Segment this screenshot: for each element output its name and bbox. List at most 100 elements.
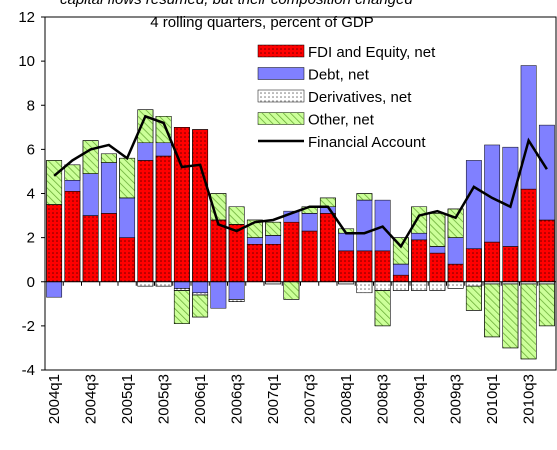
bar-pattern (538, 219, 555, 283)
bar-pattern (465, 285, 482, 311)
bar (520, 188, 537, 282)
chart-title: capital flows resumed, but their composi… (60, 0, 413, 8)
bar-pattern (173, 127, 190, 282)
bar-pattern (484, 241, 501, 283)
bar-pattern (429, 281, 446, 291)
bar-pattern (155, 281, 172, 287)
bar-pattern (520, 283, 537, 360)
bar-pattern (64, 164, 81, 181)
bar-pattern (100, 213, 117, 282)
bar-fill (265, 235, 282, 245)
legend-swatch-pattern (258, 90, 304, 102)
bar (447, 281, 464, 289)
bar-fill (502, 146, 519, 247)
y-tick-label: 8 (27, 97, 35, 114)
bar-fill (520, 65, 537, 190)
bar (137, 142, 154, 161)
bar (392, 281, 409, 291)
legend-label: Other, net (308, 112, 375, 129)
x-tick-label: 2006q3 (229, 374, 246, 424)
bar (338, 250, 355, 283)
bar (137, 281, 154, 287)
x-tick-label: 2008q1 (338, 374, 355, 424)
y-tick-label: 10 (18, 53, 35, 70)
legend-swatch-pattern (258, 112, 304, 125)
bar (319, 213, 336, 282)
bar-pattern (502, 283, 519, 349)
bar (210, 281, 227, 309)
bar (64, 180, 81, 192)
bar-pattern (210, 219, 227, 283)
bar-fill (82, 173, 99, 216)
y-tick-label: -4 (22, 362, 35, 379)
bar-pattern (392, 274, 409, 283)
y-tick-label: -2 (22, 318, 35, 335)
bar (447, 237, 464, 265)
bar (228, 224, 245, 282)
bar-fill (137, 142, 154, 161)
bar-pattern (356, 281, 373, 294)
y-tick-label: 0 (27, 274, 35, 291)
bar (265, 221, 282, 236)
bar (392, 237, 409, 265)
x-tick-label: 2010q1 (484, 374, 501, 424)
bar-pattern (155, 155, 172, 282)
x-tick-label: 2006q1 (192, 374, 209, 424)
bar-pattern (173, 288, 190, 291)
bar-fill (465, 160, 482, 249)
legend-label: FDI and Equity, net (308, 44, 436, 61)
y-tick-label: 12 (18, 9, 35, 26)
bar (429, 281, 446, 291)
bar-fill (301, 213, 318, 232)
bar (137, 160, 154, 282)
x-tick-label: 2010q3 (521, 374, 538, 424)
bar (119, 157, 136, 199)
bar (100, 213, 117, 282)
bar-pattern (119, 157, 136, 199)
bar (119, 197, 136, 238)
bar (502, 146, 519, 247)
bar-pattern (64, 191, 81, 282)
bar-pattern (411, 281, 428, 291)
bar-pattern (356, 250, 373, 283)
bar (82, 140, 99, 174)
bar-fill (64, 180, 81, 192)
bar-pattern (447, 263, 464, 283)
bar-pattern (356, 193, 373, 201)
x-tick-label: 2005q1 (119, 374, 136, 424)
bar (228, 299, 245, 302)
bar (192, 129, 209, 282)
bar-pattern (538, 283, 555, 327)
bar (155, 116, 172, 144)
bar (228, 206, 245, 225)
bar (392, 274, 409, 283)
bar (447, 263, 464, 283)
legend-label: Financial Account (308, 134, 426, 151)
bar (374, 250, 391, 283)
x-tick-label: 2008q3 (375, 374, 392, 424)
bar (484, 283, 501, 338)
bar (210, 219, 227, 283)
x-tick-label: 2004q3 (83, 374, 100, 424)
line (53, 114, 548, 249)
bar (265, 235, 282, 245)
bar-fill (173, 281, 190, 289)
bar (374, 290, 391, 327)
bar (538, 124, 555, 221)
bar-pattern (465, 281, 482, 287)
bar-fill (210, 281, 227, 309)
bar-pattern (502, 246, 519, 282)
bar-fill (100, 162, 117, 214)
bar (100, 162, 117, 214)
bar-pattern (192, 294, 209, 318)
bar-fill (538, 124, 555, 221)
bar-pattern (119, 237, 136, 282)
bar-fill (228, 281, 245, 300)
bar-pattern (338, 250, 355, 283)
bar (173, 290, 190, 324)
bar (356, 250, 373, 283)
bar-pattern (46, 204, 63, 282)
bar (465, 160, 482, 249)
bar (64, 164, 81, 181)
